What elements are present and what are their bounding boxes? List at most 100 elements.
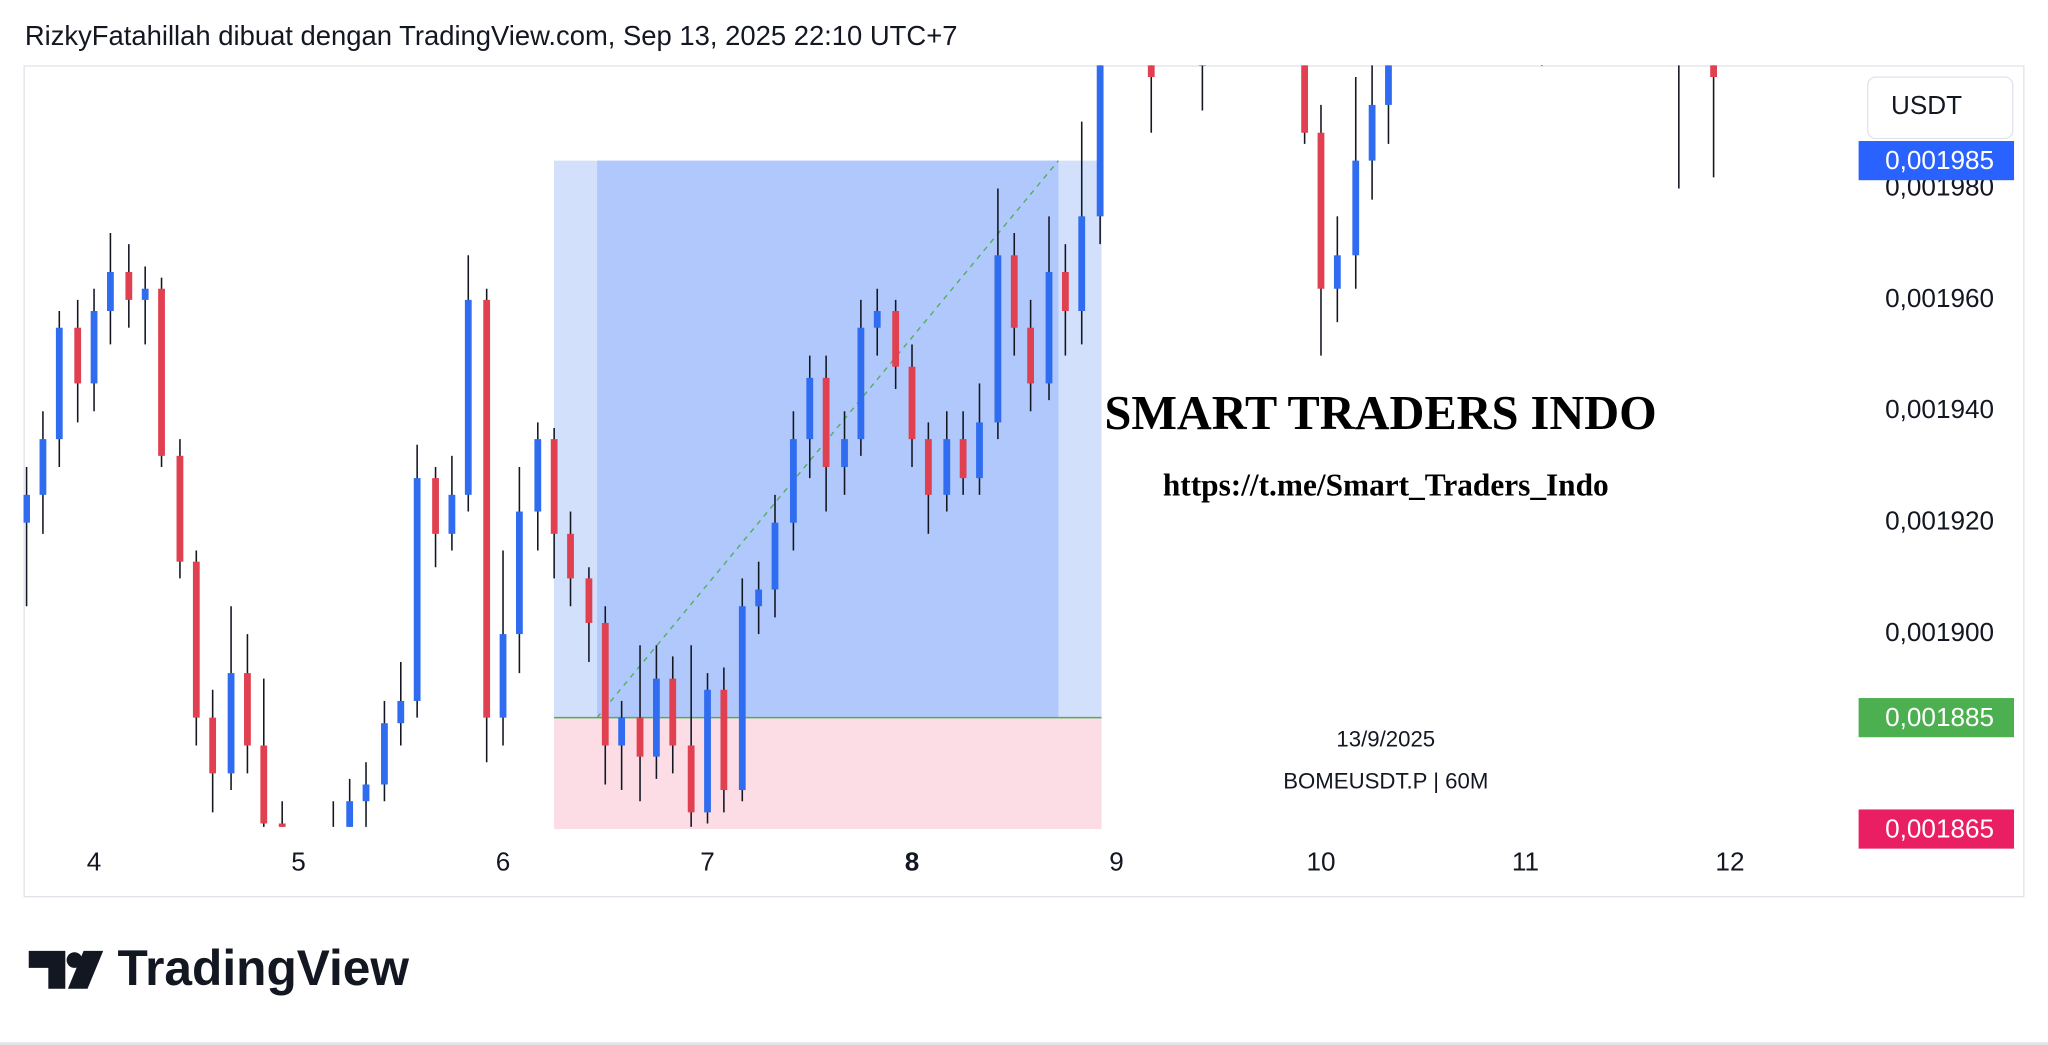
candle-body bbox=[857, 327, 865, 440]
price-label: 0,001865 bbox=[1885, 813, 1994, 843]
candle-body bbox=[1368, 104, 1376, 161]
candle-body bbox=[1045, 272, 1053, 384]
candle-body bbox=[397, 700, 405, 724]
price-label: 0,001885 bbox=[1885, 702, 1994, 732]
candle-body bbox=[192, 561, 200, 718]
candle-body bbox=[1078, 216, 1086, 312]
candle-body bbox=[1198, 65, 1206, 66]
candle-body bbox=[362, 784, 370, 802]
position-zones bbox=[553, 160, 1102, 830]
header-text: RizkyFatahillah dibuat dengan TradingVie… bbox=[25, 20, 958, 51]
candle-body bbox=[892, 311, 900, 367]
candle-body bbox=[346, 801, 354, 827]
candle-body bbox=[515, 511, 523, 635]
candles bbox=[23, 65, 1717, 827]
candle-body bbox=[1317, 132, 1325, 289]
candle-body bbox=[653, 678, 660, 757]
watermark-symbol: BOMEUSDT.P | 60M bbox=[1283, 768, 1488, 793]
candle-body bbox=[994, 255, 1002, 423]
candle-body bbox=[55, 327, 63, 440]
candle-body bbox=[790, 439, 797, 523]
candle-body bbox=[738, 606, 746, 791]
x-tick-label: 10 bbox=[1306, 846, 1335, 876]
candle-body bbox=[1301, 65, 1309, 133]
candle-body bbox=[158, 288, 165, 456]
candle-body bbox=[704, 689, 711, 813]
currency-label[interactable]: USDT bbox=[1891, 90, 1962, 120]
x-tick-label: 12 bbox=[1715, 846, 1744, 876]
candle-body bbox=[755, 589, 763, 607]
candle-body bbox=[23, 494, 30, 523]
stop-zone bbox=[553, 717, 1102, 830]
candle-body bbox=[585, 578, 593, 623]
candle-body bbox=[534, 439, 542, 512]
x-tick-label: 9 bbox=[1109, 846, 1124, 876]
candle-body bbox=[499, 634, 507, 718]
candle-body bbox=[567, 533, 574, 579]
price-label: 0,001985 bbox=[1885, 145, 1994, 175]
axes: 0,0019000,0019200,0019400,0019600,001980… bbox=[87, 141, 2015, 876]
logo-mark bbox=[28, 950, 66, 989]
currency-button[interactable] bbox=[1867, 76, 2014, 140]
candle-body bbox=[601, 622, 609, 746]
candle-body bbox=[1333, 255, 1341, 289]
candle-body bbox=[39, 439, 47, 495]
candle-body bbox=[1010, 255, 1018, 328]
candle-body bbox=[107, 272, 114, 312]
candle-body bbox=[413, 478, 421, 701]
candle-body bbox=[74, 327, 82, 384]
y-tick-label: 0,001960 bbox=[1885, 283, 1994, 313]
watermark-title: SMART TRADERS INDO bbox=[1104, 387, 1656, 440]
tradingview-logo: TradingView bbox=[28, 940, 410, 996]
candle-body bbox=[720, 689, 728, 791]
candle-body bbox=[1147, 65, 1155, 78]
candle-body bbox=[924, 439, 932, 495]
candle-body bbox=[1385, 65, 1392, 105]
watermark-link: https://t.me/Smart_Traders_Indo bbox=[1163, 468, 1609, 503]
candle-body bbox=[806, 377, 814, 440]
bottom-border bbox=[0, 1042, 2048, 1045]
candle-body bbox=[687, 745, 695, 813]
x-tick-label: 7 bbox=[700, 846, 715, 876]
chart-frame bbox=[23, 65, 2025, 898]
candle-body bbox=[432, 478, 439, 534]
candle-body bbox=[873, 311, 881, 328]
candle-body bbox=[483, 299, 491, 718]
y-tick-label: 0,001920 bbox=[1885, 506, 1994, 536]
candle-body bbox=[227, 673, 235, 774]
logo-mark bbox=[67, 950, 104, 989]
candle-body bbox=[1710, 65, 1717, 78]
price-label-box bbox=[1858, 698, 2015, 738]
candle-body bbox=[943, 439, 951, 495]
candle-body bbox=[141, 288, 149, 300]
candle-body bbox=[771, 522, 779, 590]
x-tick-label: 8 bbox=[905, 846, 920, 876]
candle-body bbox=[908, 366, 916, 440]
y-tick-label: 0,001900 bbox=[1885, 617, 1994, 647]
price-label-box bbox=[1858, 141, 2015, 181]
candle-body bbox=[448, 494, 456, 534]
candle-body bbox=[976, 422, 983, 479]
candle-body bbox=[244, 673, 251, 746]
candle-body bbox=[381, 723, 388, 785]
x-tick-label: 6 bbox=[496, 846, 511, 876]
candle-body bbox=[1027, 327, 1035, 384]
candle-body bbox=[959, 439, 967, 479]
y-tick-label: 0,001940 bbox=[1885, 394, 1994, 424]
candle-body bbox=[260, 745, 268, 824]
x-tick-label: 11 bbox=[1512, 846, 1539, 876]
watermark-date: 13/9/2025 bbox=[1336, 726, 1435, 751]
price-label-box bbox=[1858, 809, 2015, 849]
candle-body bbox=[278, 823, 286, 827]
logo-text: TradingView bbox=[118, 940, 410, 996]
candle-body bbox=[1352, 160, 1360, 256]
x-tick-label: 4 bbox=[87, 846, 102, 876]
candle-body bbox=[464, 299, 472, 495]
candle-body bbox=[90, 311, 98, 384]
x-tick-label: 5 bbox=[291, 846, 306, 876]
candle-body bbox=[1061, 272, 1069, 312]
candle-body bbox=[550, 439, 558, 534]
candle-body bbox=[209, 717, 217, 774]
